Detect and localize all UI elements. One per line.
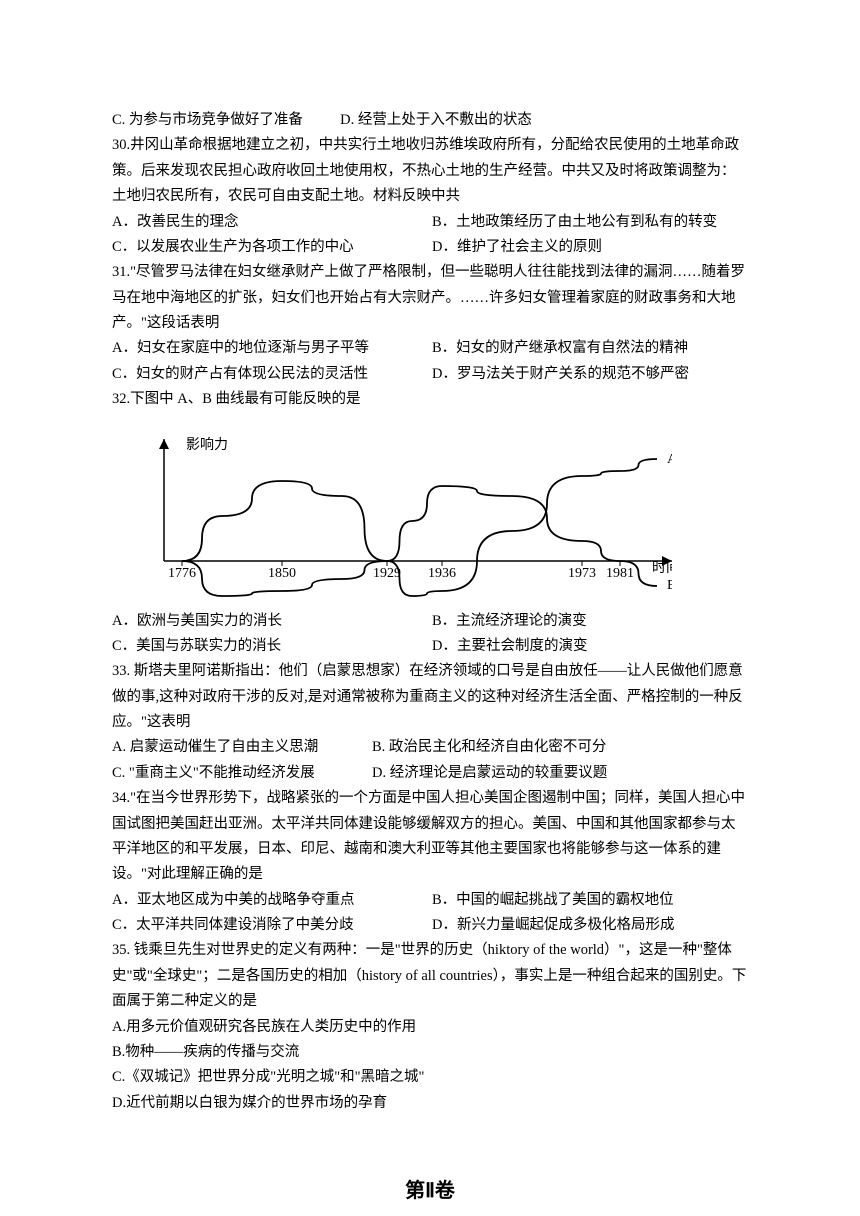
q32-option-c: C．美国与苏联实力的消长 [112,634,432,659]
q34-option-c: C．太平洋共同体建设消除了中美分歧 [112,913,432,938]
q30-option-d: D．维护了社会主义的原则 [432,235,732,260]
q29-option-d: D. 经营上处于入不敷出的状态 [340,112,532,128]
svg-text:A: A [667,452,672,467]
q29-option-c: C. 为参与市场竞争做好了准备 [112,112,303,128]
q31-options-row1: A．妇女在家庭中的地位逐渐与男子平等 B．妇女的财产继承权富有自然法的精神 [112,336,748,361]
q30-options-row1: A．改善民生的理念 B．土地政策经历了由土地公有到私有的转变 [112,210,748,235]
q35-option-b: B.物种——疾病的传播与交流 [112,1040,748,1065]
q34-option-a: A．亚太地区成为中美的战略争夺重点 [112,888,432,913]
q34-stem: 34."在当今世界形势下，战略紧张的一个方面是中国人担心美国企图遏制中国；同样，… [112,786,748,888]
q32-option-d: D．主要社会制度的演变 [432,634,732,659]
q34-options-row2: C．太平洋共同体建设消除了中美分歧 D．新兴力量崛起促成多极化格局形成 [112,913,748,938]
section-title: 第Ⅱ卷 [112,1174,748,1209]
q33-option-b: B. 政治民主化和经济自由化密不可分 [372,735,606,760]
svg-text:1936: 1936 [428,566,456,581]
q32-option-a: A．欧洲与美国实力的消长 [112,609,432,634]
svg-text:1929: 1929 [373,566,401,581]
q30-option-b: B．土地政策经历了由土地公有到私有的转变 [432,210,732,235]
svg-text:B: B [667,578,672,593]
q31-stem: 31."尽管罗马法律在妇女继承财产上做了严格限制，但一些聪明人往往能找到法律的漏… [112,260,748,336]
q31-option-d: D．罗马法关于财产关系的规范不够严密 [432,362,732,387]
q32-options-row1: A．欧洲与美国实力的消长 B．主流经济理论的演变 [112,609,748,634]
q34-option-d: D．新兴力量崛起促成多极化格局形成 [432,913,732,938]
q35-option-a: A.用多元价值观研究各民族在人类历史中的作用 [112,1015,748,1040]
q31-option-b: B．妇女的财产继承权富有自然法的精神 [432,336,732,361]
q33-option-d: D. 经济理论是启蒙运动的较重要议题 [372,761,607,786]
q31-option-a: A．妇女在家庭中的地位逐渐与男子平等 [112,336,432,361]
q34-options-row1: A．亚太地区成为中美的战略争夺重点 B．中国的崛起挑战了美国的霸权地位 [112,888,748,913]
q32-options-row2: C．美国与苏联实力的消长 D．主要社会制度的演变 [112,634,748,659]
q33-option-a: A. 启蒙运动催生了自由主义思潮 [112,735,372,760]
q33-option-c: C. "重商主义"不能推动经济发展 [112,761,372,786]
q32-stem: 32.下图中 A、B 曲线最有可能反映的是 [112,387,748,412]
q35-stem: 35. 钱乘旦先生对世界史的定义有两种：一是"世界的历史（hiktory of … [112,938,748,1014]
q31-option-c: C．妇女的财产占有体现公民法的灵活性 [112,362,432,387]
svg-text:1776: 1776 [168,566,196,581]
q29-options: C. 为参与市场竞争做好了准备 D. 经营上处于入不敷出的状态 [112,108,748,133]
svg-text:影响力: 影响力 [186,437,228,453]
q33-options-row1: A. 启蒙运动催生了自由主义思潮 B. 政治民主化和经济自由化密不可分 [112,735,748,760]
q30-option-a: A．改善民生的理念 [112,210,432,235]
q30-options-row2: C．以发展农业生产为各项工作的中心 D．维护了社会主义的原则 [112,235,748,260]
q33-stem: 33. 斯塔夫里阿诺斯指出：他们（启蒙思想家）在经济领域的口号是自由放任——让人… [112,659,748,735]
svg-text:1981: 1981 [606,566,634,581]
q35-option-c: C.《双城记》把世界分成"光明之城"和"黑暗之城" [112,1065,748,1090]
svg-text:1850: 1850 [268,566,296,581]
q35-option-d: D.近代前期以白银为媒介的世界市场的孕育 [112,1091,748,1116]
q30-option-c: C．以发展农业生产为各项工作的中心 [112,235,432,260]
q31-options-row2: C．妇女的财产占有体现公民法的灵活性 D．罗马法关于财产关系的规范不够严密 [112,362,748,387]
svg-text:1973: 1973 [568,566,596,581]
q32-chart: 影响力时间 1776 1850 1929 1936 1973 1981 A B [112,421,672,601]
q33-options-row2: C. "重商主义"不能推动经济发展 D. 经济理论是启蒙运动的较重要议题 [112,761,748,786]
svg-text:时间: 时间 [652,560,672,576]
q34-option-b: B．中国的崛起挑战了美国的霸权地位 [432,888,732,913]
q30-stem: 30.井冈山革命根据地建立之初，中共实行土地收归苏维埃政府所有，分配给农民使用的… [112,133,748,209]
q32-option-b: B．主流经济理论的演变 [432,609,732,634]
